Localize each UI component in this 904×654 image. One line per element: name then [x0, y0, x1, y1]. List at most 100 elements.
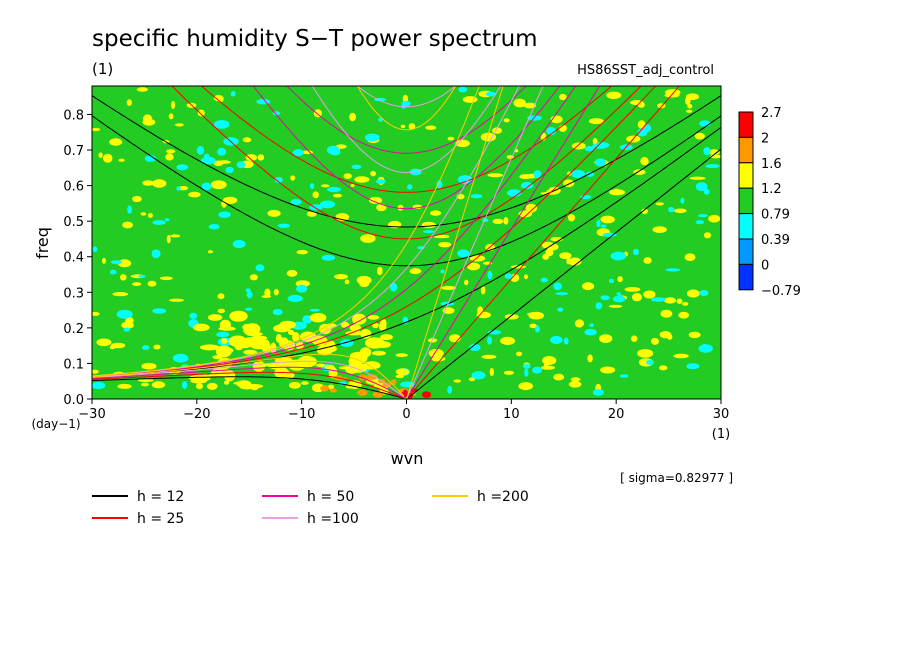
sigma-label: [ sigma=0.82977 ] — [620, 471, 733, 485]
field-patch — [350, 184, 355, 187]
field-patch — [659, 331, 672, 339]
field-patch — [176, 186, 181, 191]
field-patch — [380, 334, 393, 341]
field-patch — [678, 311, 689, 319]
field-patch — [172, 353, 189, 363]
field-patch — [218, 211, 231, 218]
field-patch — [610, 251, 626, 261]
field-patch — [376, 203, 387, 212]
colorbar-label: 1.2 — [761, 182, 782, 197]
field-patch — [256, 98, 271, 105]
y-tick-label: 0.2 — [63, 322, 84, 337]
field-patch — [481, 354, 497, 359]
field-patch — [542, 356, 557, 365]
dispersion-curve-h100-rossby — [92, 360, 405, 398]
colorbar-swatch — [738, 187, 754, 215]
field-patch — [617, 276, 623, 283]
field-patch — [141, 345, 150, 350]
field-patch — [421, 391, 432, 398]
field-patch — [378, 321, 387, 331]
field-patch — [320, 184, 330, 188]
field-patch — [527, 115, 542, 121]
x-tick-label: 20 — [608, 407, 625, 422]
y-tick-label: 0.5 — [63, 215, 84, 230]
field-patch — [535, 325, 540, 333]
y-tick-label: 0.4 — [63, 251, 84, 266]
field-patch — [612, 295, 626, 303]
field-patch — [207, 250, 213, 254]
field-patch — [542, 241, 554, 249]
field-patch — [102, 153, 113, 163]
dispersion-curve-h12-kelvin — [406, 148, 721, 399]
field-patch — [230, 91, 236, 97]
colorbar-label: 0.39 — [761, 233, 790, 248]
field-patch — [112, 292, 129, 297]
field-patch — [147, 213, 153, 218]
field-patch — [487, 270, 493, 280]
field-patch — [189, 312, 198, 319]
field-patch — [400, 124, 406, 129]
field-patch — [166, 235, 171, 244]
field-patch — [292, 332, 300, 342]
field-patch — [673, 353, 689, 359]
field-patch — [360, 329, 372, 339]
field-patch — [652, 226, 667, 234]
field-patch — [584, 146, 596, 152]
field-patch — [687, 104, 693, 109]
field-patch — [425, 125, 437, 130]
field-patch — [316, 345, 333, 356]
field-patch — [453, 379, 462, 383]
field-patch — [600, 215, 615, 224]
field-patch — [315, 363, 326, 367]
field-patch — [525, 203, 537, 213]
field-patch — [524, 274, 528, 280]
field-patch — [637, 120, 646, 129]
field-patch — [217, 308, 225, 314]
field-patch — [624, 287, 641, 292]
colorbar-swatch — [738, 213, 754, 240]
field-patch — [524, 368, 529, 377]
y-tick-label: 0.0 — [63, 393, 84, 408]
field-patch — [287, 294, 303, 303]
field-patch — [651, 297, 666, 302]
field-patch — [137, 378, 154, 382]
y-tick-label: 0.7 — [63, 144, 84, 159]
field-patch — [151, 249, 161, 258]
field-patch — [144, 155, 157, 162]
field-patch — [436, 180, 443, 189]
field-patch — [523, 102, 537, 109]
field-patch — [344, 279, 350, 285]
field-patch — [164, 218, 170, 222]
field-patch — [589, 323, 594, 328]
field-patch — [390, 282, 398, 292]
field-patch — [152, 308, 167, 314]
field-patch — [568, 257, 582, 266]
field-patch — [574, 319, 585, 328]
field-patch — [708, 214, 721, 223]
field-patch — [500, 336, 516, 345]
field-patch — [559, 93, 567, 101]
field-patch — [153, 344, 161, 350]
dispersion-curve-h50-ig1 — [252, 86, 561, 210]
field-patch — [520, 181, 534, 190]
field-patch — [217, 293, 225, 300]
field-patch — [676, 298, 683, 304]
field-patch — [91, 369, 99, 374]
field-patch — [257, 154, 265, 161]
field-patch — [91, 127, 101, 132]
field-patch — [703, 147, 711, 156]
legend-label: h = 50 — [307, 489, 354, 505]
colorbar-swatch — [738, 238, 754, 265]
field-patch — [703, 188, 710, 195]
field-patch — [138, 274, 146, 278]
field-patch — [228, 335, 247, 348]
field-patch — [708, 149, 720, 155]
field-patch — [563, 337, 569, 345]
dispersion-curve-h12-ig1 — [92, 115, 721, 267]
chart-title: specific humidity S−T power spectrum — [92, 26, 538, 52]
field-patch — [320, 200, 335, 209]
field-patch — [527, 312, 539, 317]
field-patch — [485, 91, 497, 97]
field-patch — [503, 370, 514, 375]
field-patch — [486, 336, 493, 345]
